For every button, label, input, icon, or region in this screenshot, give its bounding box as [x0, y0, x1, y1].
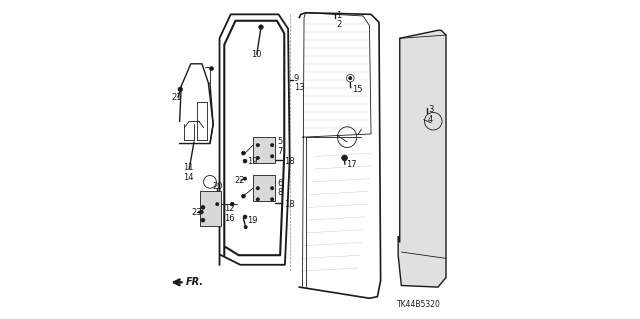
Circle shape: [256, 144, 259, 147]
Text: 14: 14: [184, 173, 194, 182]
Circle shape: [271, 144, 274, 147]
Circle shape: [256, 187, 259, 190]
Text: 18: 18: [284, 200, 295, 209]
Circle shape: [210, 67, 214, 70]
Circle shape: [243, 215, 247, 219]
Text: 15: 15: [352, 85, 362, 94]
Text: 5: 5: [277, 137, 282, 146]
Circle shape: [271, 198, 274, 201]
Circle shape: [346, 74, 354, 82]
Text: 16: 16: [223, 214, 234, 223]
Text: 9: 9: [294, 74, 299, 83]
Text: 17: 17: [346, 160, 357, 169]
Text: 1: 1: [337, 11, 342, 20]
Text: 3: 3: [428, 105, 433, 114]
Text: 19: 19: [246, 216, 257, 225]
Text: 8: 8: [277, 189, 282, 197]
Circle shape: [201, 205, 205, 209]
Circle shape: [349, 77, 352, 80]
Text: FR.: FR.: [186, 277, 204, 287]
Text: TK44B5320: TK44B5320: [397, 300, 441, 309]
Bar: [200, 191, 221, 226]
Text: 18: 18: [284, 157, 295, 166]
Text: 19: 19: [246, 157, 257, 166]
Text: 10: 10: [252, 50, 262, 59]
Text: 20: 20: [212, 182, 223, 191]
Text: 7: 7: [277, 147, 282, 156]
Circle shape: [201, 218, 205, 222]
Circle shape: [200, 210, 204, 214]
Polygon shape: [398, 30, 446, 287]
Circle shape: [230, 202, 234, 206]
Text: 4: 4: [428, 115, 433, 124]
Text: 13: 13: [294, 83, 305, 92]
Text: 11: 11: [184, 163, 194, 172]
Circle shape: [244, 226, 247, 229]
Circle shape: [178, 87, 182, 92]
Bar: [253, 137, 275, 163]
Circle shape: [271, 155, 274, 158]
Circle shape: [271, 187, 274, 190]
Circle shape: [241, 194, 245, 198]
Circle shape: [241, 151, 245, 155]
Text: 22: 22: [234, 176, 245, 185]
Circle shape: [216, 203, 219, 206]
Circle shape: [259, 25, 263, 29]
Text: 23: 23: [192, 208, 202, 217]
Circle shape: [256, 198, 259, 201]
Text: 21: 21: [172, 93, 182, 102]
Text: 6: 6: [277, 179, 282, 188]
Circle shape: [342, 155, 348, 161]
Circle shape: [243, 159, 247, 163]
Text: 12: 12: [223, 204, 234, 213]
Text: 2: 2: [337, 20, 342, 29]
Circle shape: [256, 156, 259, 160]
Circle shape: [243, 177, 246, 180]
Bar: [253, 175, 275, 201]
